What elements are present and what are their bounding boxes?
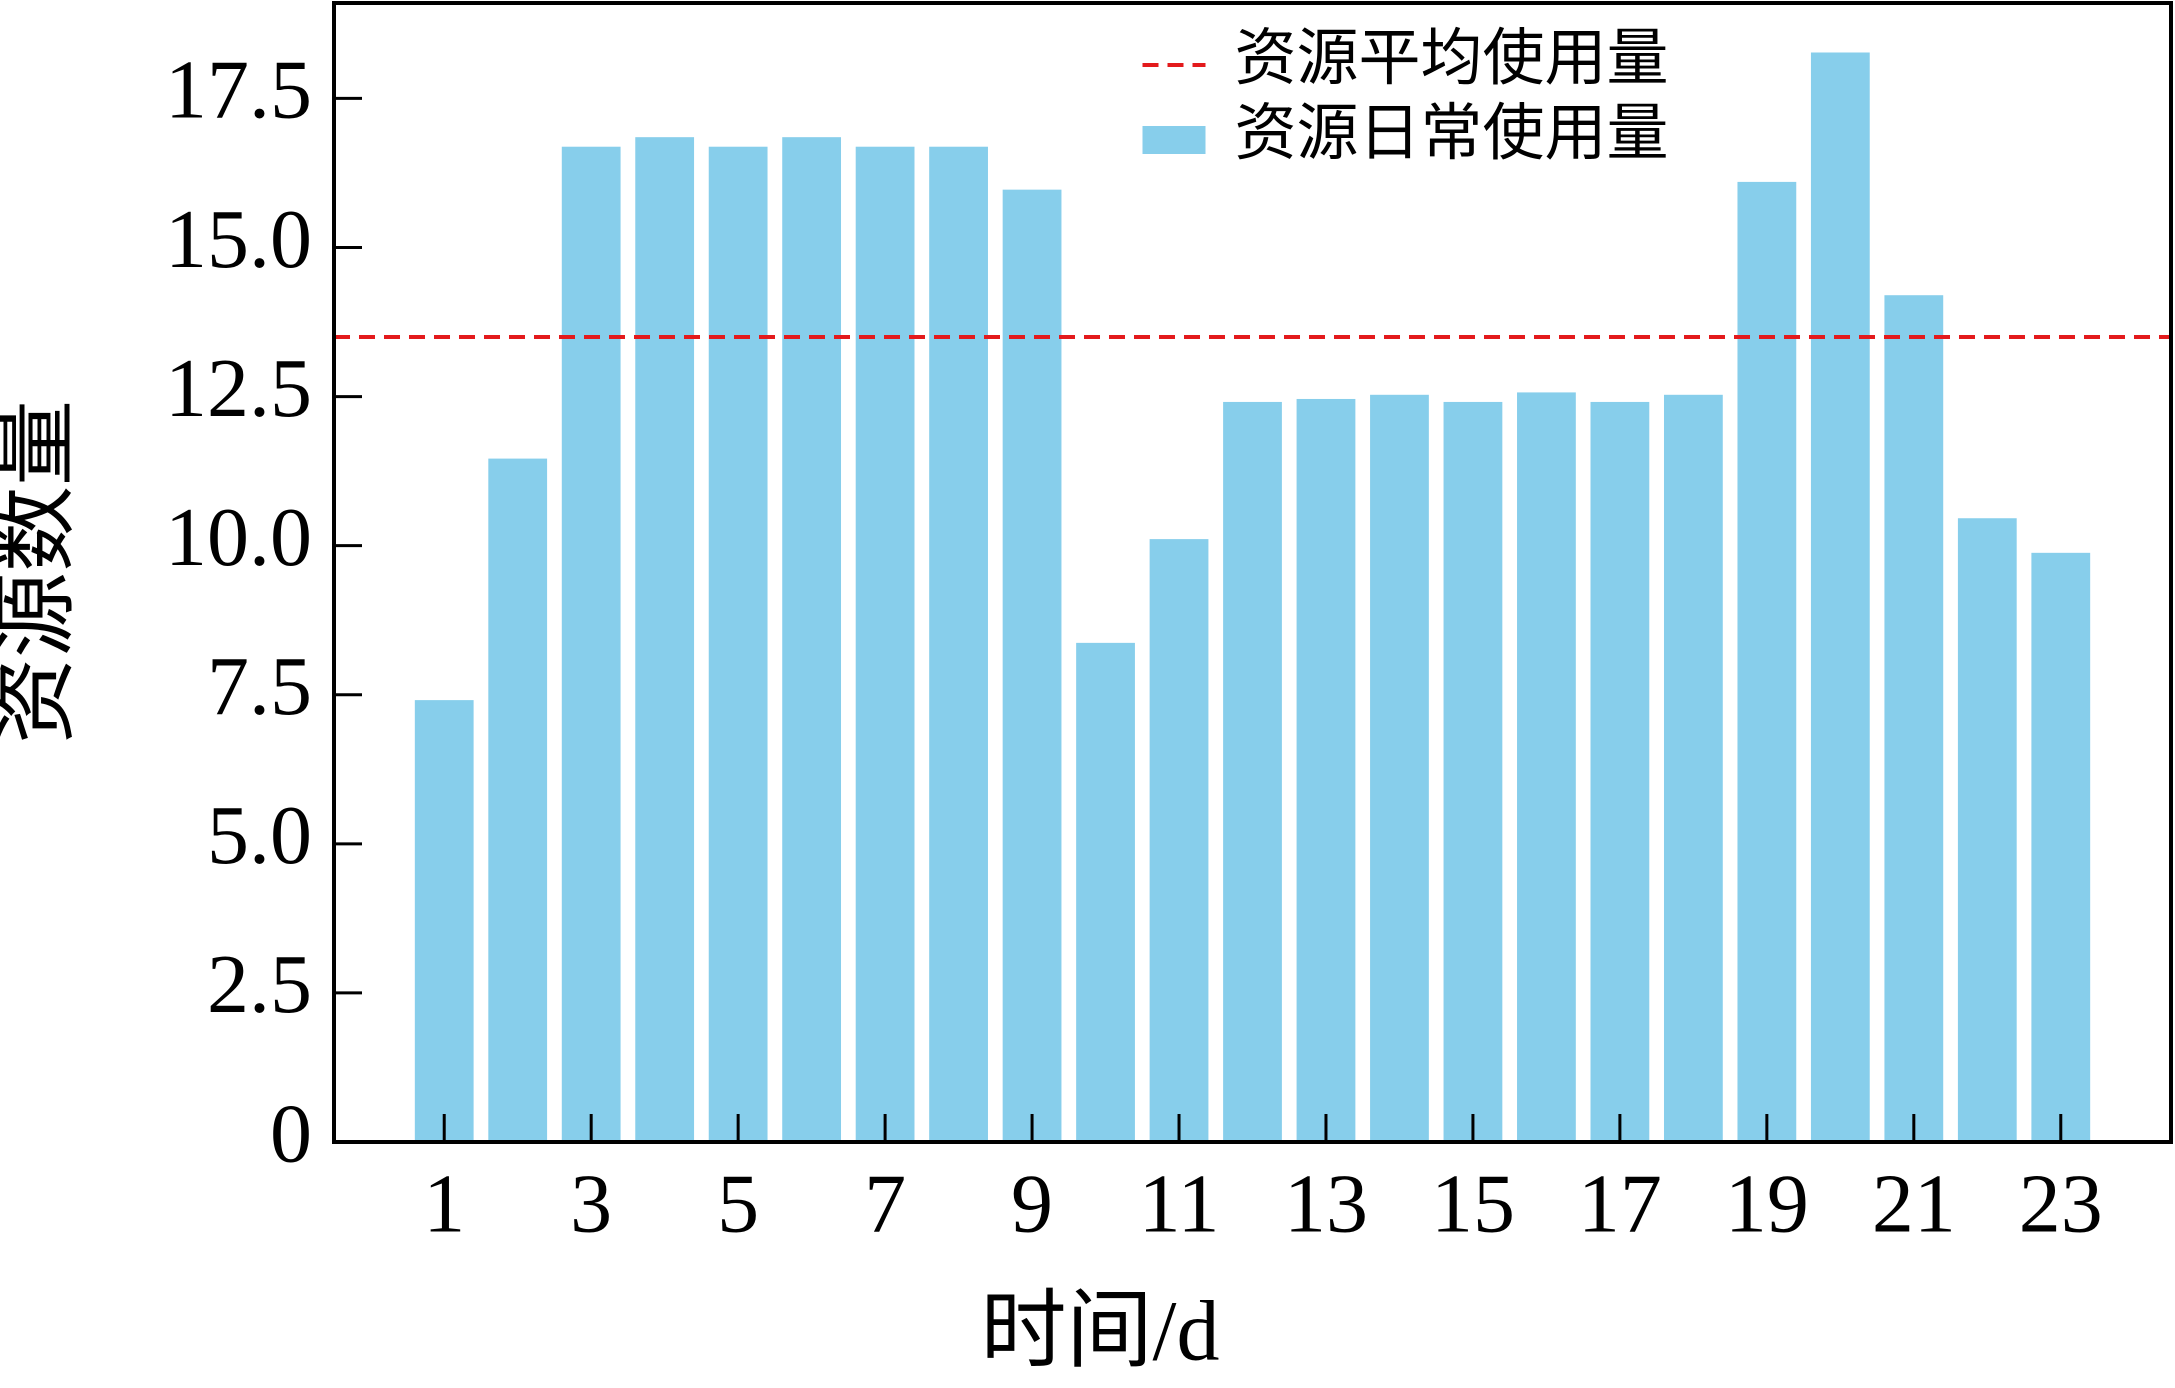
x-tick-label: 9 bbox=[1011, 1157, 1053, 1250]
legend-label: 资源平均使用量 bbox=[1235, 25, 1669, 93]
x-tick-label: 13 bbox=[1284, 1157, 1368, 1250]
bar bbox=[488, 458, 548, 1143]
bar bbox=[1590, 401, 1650, 1142]
bar bbox=[635, 137, 695, 1142]
bar bbox=[1957, 518, 2017, 1142]
bar bbox=[1810, 52, 1870, 1142]
bar bbox=[1370, 394, 1429, 1143]
bar bbox=[2031, 552, 2091, 1142]
x-tick-label: 15 bbox=[1431, 1157, 1515, 1250]
bar bbox=[1076, 642, 1135, 1142]
bar bbox=[1149, 539, 1209, 1142]
x-tick-label: 1 bbox=[423, 1157, 465, 1250]
x-tick-label: 5 bbox=[717, 1157, 759, 1250]
y-tick-label: 10.0 bbox=[165, 491, 312, 584]
bar bbox=[1884, 295, 1944, 1142]
x-axis-label: 时间/d bbox=[981, 1283, 1220, 1379]
x-tick-label: 11 bbox=[1139, 1157, 1220, 1250]
x-tick-label: 17 bbox=[1578, 1157, 1662, 1250]
y-tick-label: 17.5 bbox=[165, 44, 312, 137]
bar bbox=[1002, 189, 1062, 1142]
bar bbox=[1663, 394, 1723, 1143]
x-tick-label: 19 bbox=[1725, 1157, 1809, 1250]
bar bbox=[855, 146, 915, 1143]
y-tick-label: 12.5 bbox=[165, 342, 312, 435]
y-tick-label: 0 bbox=[270, 1087, 312, 1180]
x-tick-label: 3 bbox=[570, 1157, 612, 1250]
bar bbox=[1296, 398, 1356, 1142]
y-tick-label: 15.0 bbox=[165, 193, 312, 286]
bar bbox=[782, 137, 842, 1142]
y-axis-label: 资源数量 bbox=[0, 400, 84, 744]
bar bbox=[1443, 401, 1503, 1142]
bar bbox=[414, 700, 474, 1142]
x-tick-label: 7 bbox=[864, 1157, 906, 1250]
y-tick-label: 2.5 bbox=[207, 938, 312, 1031]
bar bbox=[1517, 392, 1576, 1142]
bar bbox=[1223, 401, 1282, 1142]
legend-swatch bbox=[1142, 126, 1206, 154]
bar bbox=[1737, 181, 1797, 1143]
bar bbox=[708, 146, 768, 1143]
legend-label: 资源日常使用量 bbox=[1235, 100, 1669, 168]
y-tick-label: 7.5 bbox=[207, 640, 312, 733]
y-tick-label: 5.0 bbox=[207, 789, 312, 882]
bar bbox=[929, 146, 988, 1143]
x-tick-label: 21 bbox=[1872, 1157, 1956, 1250]
bar bbox=[561, 146, 621, 1143]
x-tick-label: 23 bbox=[2019, 1157, 2103, 1250]
plot-frame bbox=[332, 1, 2173, 1144]
